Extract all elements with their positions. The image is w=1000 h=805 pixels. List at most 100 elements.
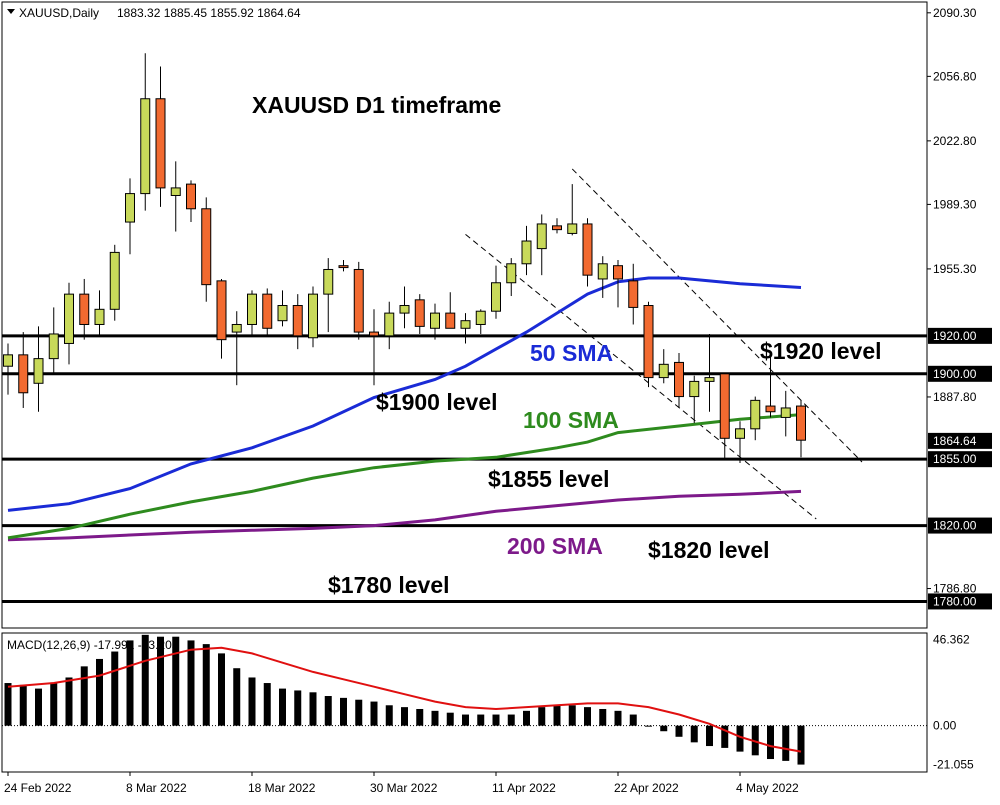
macd-bar (629, 714, 637, 726)
macd-bar (340, 697, 347, 726)
candle (460, 313, 471, 344)
macd-bar (309, 692, 317, 726)
candle (308, 286, 318, 348)
candle (582, 218, 593, 287)
dropdown-triangle-icon[interactable] (7, 9, 15, 14)
bear-candle-body (765, 405, 776, 413)
bear-candle-body (369, 331, 379, 337)
candle (186, 180, 196, 223)
level-price-label: 1820.00 (933, 519, 977, 533)
candle (262, 288, 273, 336)
bear-candle-body (796, 405, 806, 441)
macd-bar (218, 653, 225, 726)
candle (323, 258, 334, 333)
bull-candle-body (704, 377, 715, 382)
bull-candle-body (109, 251, 120, 310)
bear-candle-body (613, 265, 623, 280)
date-axis: 24 Feb 2022 8 Mar 2022 18 Mar 2022 30 Mar 2… (4, 772, 799, 795)
macd-bar (4, 683, 12, 726)
candle (689, 375, 700, 424)
macd-bar (233, 668, 241, 726)
macd-bar (35, 688, 42, 726)
candle (567, 184, 578, 236)
macd-bar (355, 699, 363, 726)
bull-candle-body (475, 310, 486, 325)
candle (521, 225, 532, 276)
macd-bar (324, 696, 332, 726)
macd-bar (19, 684, 27, 726)
trendlines-layer (465, 168, 863, 520)
bear-candle-body (674, 361, 684, 398)
candle (750, 396, 761, 441)
macd-signal-line (7, 646, 802, 753)
candle (64, 282, 74, 365)
sma-200-line (7, 489, 802, 542)
candle (735, 421, 745, 463)
macd-bar (416, 708, 424, 726)
bear-candle-body (445, 312, 456, 329)
level-price-label: 1900.00 (933, 367, 977, 381)
bull-candle-body (384, 312, 395, 337)
bull-candle-body (231, 323, 242, 333)
macd-bar (385, 705, 393, 726)
macd-bar (431, 710, 439, 726)
candle (125, 178, 135, 255)
level-price-label: 1780.00 (933, 594, 977, 608)
bull-candle-body (247, 293, 257, 325)
label-50-sma: 50 SMA (530, 340, 613, 366)
bull-candle-body (780, 407, 791, 418)
bull-candle-body (689, 380, 700, 398)
date-tick-label: 8 Mar 2022 (126, 781, 187, 795)
bull-candle-body (735, 428, 745, 439)
candle (94, 290, 105, 336)
price-tick-label: 1786.80 (933, 582, 977, 596)
bull-candle-body (277, 305, 288, 322)
macd-bar (446, 712, 454, 726)
label-1780-level: $1780 level (328, 572, 450, 598)
trendline-2 (465, 233, 817, 520)
candle (506, 258, 517, 297)
macd-bar (401, 707, 408, 726)
bull-candle-body (308, 293, 318, 339)
macd-bar (645, 725, 652, 727)
price-tick-label: 1989.30 (933, 197, 977, 211)
candle (338, 259, 349, 272)
bull-candle-body (521, 240, 532, 265)
macd-bar (65, 677, 73, 726)
bull-candle-body (460, 320, 471, 329)
candle (536, 214, 547, 276)
macd-bar (157, 636, 164, 726)
macd-tick-label: 46.362 (933, 633, 970, 647)
bull-candle-body (3, 354, 13, 367)
date-tick-label: 11 Apr 2022 (492, 781, 556, 795)
level-price-box (928, 517, 992, 534)
macd-bar (706, 725, 713, 747)
candle (704, 333, 715, 412)
macd-bar (797, 725, 805, 765)
macd-bar (492, 714, 500, 726)
price-tick-label: 2056.80 (933, 69, 977, 83)
candle (597, 256, 608, 298)
macd-bar (736, 725, 744, 752)
candle (796, 400, 806, 458)
bull-candle-body (48, 333, 59, 360)
candle (33, 326, 44, 412)
macd-bar (202, 644, 210, 726)
price-axis: 2090.30 2056.80 2022.80 1989.30 1955.30 1887.… (927, 6, 992, 772)
candle (155, 66, 166, 207)
bull-candle-body (33, 358, 44, 384)
candle (79, 278, 90, 340)
bull-candle-body (491, 282, 501, 312)
candles-layer (3, 53, 806, 463)
bear-candle-body (643, 305, 654, 379)
level-price-label: 1920.00 (933, 329, 977, 343)
bear-candle-body (292, 305, 303, 337)
bear-candle-body (216, 280, 227, 341)
bear-candle-body (338, 265, 349, 269)
macd-bar (584, 707, 591, 726)
bull-candle-body (750, 399, 761, 430)
candle (384, 301, 395, 350)
bull-candle-body (323, 268, 334, 295)
macd-bar (782, 725, 790, 761)
candle (109, 244, 120, 321)
